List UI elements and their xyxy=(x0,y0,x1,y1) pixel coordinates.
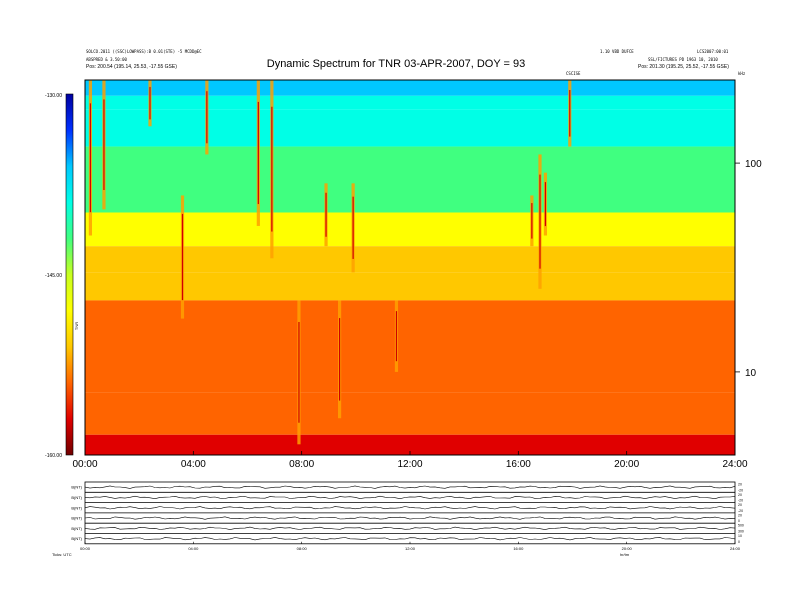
lower-x-tick-label-3: 12:00 xyxy=(405,546,416,551)
lower-panel-rtick-bottom-0: -20 xyxy=(738,488,743,492)
spectrum-band-9 xyxy=(85,434,735,455)
lower-x-tick-label-1: 04:00 xyxy=(188,546,199,551)
spectrum-band-8 xyxy=(85,392,735,435)
lower-panel-label-5: B(NT) xyxy=(71,536,82,541)
x-tick-label-3: 12:00 xyxy=(397,459,422,470)
colorbar xyxy=(65,93,74,456)
lower-x-tick-label-5: 20:00 xyxy=(622,546,633,551)
header-right-line1a: 1.10 VBD DUFCE xyxy=(600,49,634,54)
lower-panel-rtick-bottom-5: 0 xyxy=(738,540,740,544)
colorbar-tick-top: -130.00 xyxy=(45,93,62,99)
spectrum-band-1 xyxy=(85,95,735,110)
lower-panel-rtick-top-3: 20 xyxy=(738,513,742,517)
header-right-line2: SSL/FICTURES PD 1963 10, 2010 xyxy=(648,57,718,62)
lower-panel-trace-4 xyxy=(84,526,736,530)
spectrum-band-2 xyxy=(85,109,735,147)
lower-panel-trace-2 xyxy=(84,506,736,510)
lower-panel-label-3: B(NT) xyxy=(71,516,82,521)
radio-burst-core-4 xyxy=(206,91,208,144)
colorbar-tick-mid: -145.00 xyxy=(45,273,62,279)
spectrum-band-5 xyxy=(85,246,735,273)
radio-burst-core-13 xyxy=(539,174,541,269)
lower-panel-trace-0 xyxy=(84,485,736,489)
x-tick-label-0: 00:00 xyxy=(72,459,97,470)
lower-x-tick-label-6: 24:00 xyxy=(730,546,741,551)
colorbar-label: TNR xyxy=(74,322,79,330)
lower-footer-label-2: hr/tm xyxy=(620,552,630,557)
chart-title: Dynamic Spectrum for TNR 03-APR-2007, DO… xyxy=(266,58,526,70)
radio-burst-core-2 xyxy=(149,86,151,120)
y-tick-label-1: 10 xyxy=(745,368,757,379)
radio-burst-core-11 xyxy=(395,311,398,362)
radio-burst-core-15 xyxy=(569,89,571,137)
lower-panel-rtick-top-2: 20 xyxy=(738,503,742,507)
radio-burst-core-1 xyxy=(103,99,105,191)
header-left-line2: ABSPRED & 3.50:00 xyxy=(86,57,127,62)
spectrum-band-7 xyxy=(85,300,735,393)
radio-burst-core-7 xyxy=(298,321,300,423)
lower-panel-rtick-bottom-4: 300 xyxy=(738,530,744,534)
lower-panel-rtick-bottom-3: 0 xyxy=(738,519,740,523)
header-right-line3: Pos: 201.30 (195.25, 25.52, -17.55 GSE) xyxy=(638,64,729,70)
spectrum-band-6 xyxy=(85,272,735,301)
lower-panel-rtick-bottom-2: -20 xyxy=(738,509,743,513)
lower-panel-label-4: B(NT) xyxy=(71,526,82,531)
x-tick-label-1: 04:00 xyxy=(181,459,206,470)
lower-panel-label-1: B(NT) xyxy=(71,495,82,500)
x-tick-label-5: 20:00 xyxy=(614,459,639,470)
spectrum-band-4 xyxy=(85,212,735,247)
spectrogram-plot xyxy=(85,80,735,455)
x-axis: 00:00 04:00 08:00 12:00 16:00 20:00 24:00 xyxy=(72,451,748,470)
event-marker-label: CSCISE xyxy=(566,71,581,76)
x-tick-label-6: 24:00 xyxy=(722,459,747,470)
header-left-line3: Pos: 200.54 (195.14, 25.53, -17.55 GSE) xyxy=(86,64,177,70)
radio-burst-core-9 xyxy=(338,318,341,401)
lower-panel-trace-5 xyxy=(84,537,736,541)
lower-panels: B(NT)20-20B(NT)20-20B(NT)20-20B(NT)200B(… xyxy=(52,481,744,557)
colorbar-tick-bottom: -160.00 xyxy=(45,453,62,459)
radio-burst-core-0 xyxy=(89,103,92,213)
spectrum-band-0 xyxy=(85,80,735,96)
radio-burst-core-8 xyxy=(325,192,327,237)
unit-label: kHz xyxy=(738,71,746,76)
x-tick-label-2: 08:00 xyxy=(289,459,314,470)
lower-x-tick-label-4: 16:00 xyxy=(513,546,524,551)
y-tick-label-0: 100 xyxy=(745,159,762,170)
header-right-line1b: LCS2007:00:01 xyxy=(697,49,729,54)
x-tick-label-4: 16:00 xyxy=(506,459,531,470)
spectrum-band-3 xyxy=(85,146,735,213)
lower-panel-rtick-top-4: 500 xyxy=(738,524,744,528)
lower-panel-rtick-bottom-1: -20 xyxy=(738,499,743,503)
lower-footer-label: Ticks: UTC xyxy=(52,552,72,557)
lower-x-tick-label-2: 08:00 xyxy=(297,546,308,551)
radio-burst-core-10 xyxy=(352,196,354,259)
radio-burst-core-12 xyxy=(531,203,533,239)
lower-x-tick-label-0: 00:00 xyxy=(80,546,91,551)
lower-panel-rtick-top-0: 20 xyxy=(738,483,742,487)
radio-burst-core-6 xyxy=(271,106,273,232)
lower-panel-trace-3 xyxy=(84,516,736,520)
lower-panel-label-0: B(NT) xyxy=(71,485,82,490)
y-axis: 100 10 xyxy=(735,159,762,379)
lower-panel-rtick-top-1: 20 xyxy=(738,493,742,497)
header-left-line1: SOLCO.2011 ((SSC)LOWPASS):B 0.01(STE) -5… xyxy=(86,49,202,54)
radio-burst-core-14 xyxy=(544,182,547,227)
radio-burst-core-3 xyxy=(181,213,184,301)
lower-panel-label-2: B(NT) xyxy=(71,505,82,510)
lower-panel-trace-1 xyxy=(84,495,736,500)
lower-panel-rtick-top-5: 10 xyxy=(738,534,742,538)
radio-burst-core-5 xyxy=(257,101,259,205)
